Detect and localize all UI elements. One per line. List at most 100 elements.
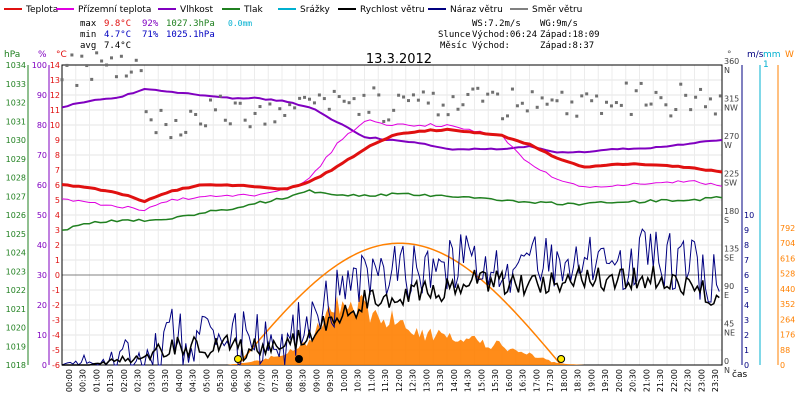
wind-direction-point: [530, 90, 534, 94]
wind-direction-point: [654, 90, 658, 94]
x-tick-label: 19:00: [587, 369, 596, 392]
wind-direction-point: [322, 97, 326, 101]
w-tick-label: 704: [780, 239, 795, 248]
moon-rise: Východ:: [472, 41, 510, 51]
degc-tick-label: -1: [52, 286, 60, 295]
wind-direction-point: [357, 112, 361, 116]
wind-direction-point: [684, 93, 688, 97]
x-tick-label: 08:00: [285, 369, 294, 392]
wind-direction-point: [431, 91, 435, 95]
degc-tick-label: 11: [50, 106, 60, 115]
w-tick-label: 176: [780, 331, 795, 340]
wind-direction-point: [580, 94, 584, 98]
wind-direction-point: [392, 108, 396, 112]
pct-tick-label: 10: [37, 331, 47, 340]
ms-tick-label: 3: [744, 316, 749, 325]
x-tick-label: 14:00: [450, 369, 459, 392]
wind-direction-points: [60, 51, 722, 140]
x-tick-label: 22:00: [670, 369, 679, 392]
wind-direction-point: [679, 82, 683, 86]
wind-direction-point: [273, 120, 277, 124]
stat-max-label: max: [80, 19, 97, 29]
wind-direction-point: [550, 98, 554, 102]
stat-min-press: 1025.1hPa: [166, 30, 215, 40]
degc-tick-label: 12: [50, 91, 60, 100]
wind-direction-point: [629, 112, 633, 116]
solar-theoretical-curve: [237, 242, 561, 366]
unit-pct: %: [38, 50, 47, 60]
wind-direction-point: [60, 78, 64, 82]
stat-max-press: 1027.3hPa: [166, 19, 215, 29]
unit-mm: mm: [763, 50, 781, 60]
unit-hpa: hPa: [4, 50, 20, 60]
degc-tick-label: -2: [52, 301, 60, 310]
hpa-tick-label: 1024: [6, 249, 26, 258]
hpa-tick-label: 1023: [6, 267, 26, 276]
wind-direction-point: [501, 117, 505, 121]
ms-tick-label: 8: [744, 241, 749, 250]
x-tick-label: 04:00: [175, 369, 184, 392]
dir-tick-label: 270: [724, 132, 739, 141]
dir-tick-label: 45: [724, 320, 734, 329]
wind-direction-point: [570, 100, 574, 104]
ms-tick-label: 0: [744, 361, 749, 370]
wind-direction-point: [605, 100, 608, 104]
dir-tick-label: 90: [724, 282, 734, 291]
wind-direction-point: [520, 101, 524, 105]
dir-tick-label: 135: [724, 245, 739, 254]
x-tick-label: 11:30: [381, 369, 390, 392]
degc-tick-label: 2: [55, 241, 60, 250]
unit-degc: °C: [56, 50, 67, 60]
x-tick-label: 10:30: [354, 369, 363, 392]
wind-direction-point: [238, 101, 242, 105]
wind-direction-point: [713, 112, 717, 116]
wind-direction-point: [179, 133, 183, 137]
dir-name-label: SE: [724, 254, 734, 263]
x-tick-label: 13:00: [422, 369, 431, 392]
x-tick-label: 21:30: [656, 369, 665, 392]
wind-direction-point: [278, 107, 282, 111]
wind-direction-point: [352, 97, 356, 101]
wind-direction-point: [80, 54, 84, 58]
hpa-tick-label: 1032: [6, 99, 26, 108]
stat-max-temp: 9.8°C: [104, 19, 131, 29]
wind-direction-point: [164, 123, 168, 127]
wind-direction-point: [510, 87, 514, 91]
mm-top-tick: 1: [763, 60, 769, 70]
x-tick-label: 18:00: [560, 369, 569, 392]
pct-tick-label: 40: [37, 241, 47, 250]
hpa-tick-label: 1019: [6, 342, 26, 351]
wind-speed-info: WS:7.2m/s: [472, 19, 521, 29]
dir-tick-label: 315: [724, 95, 739, 104]
legend-label: Srážky: [300, 5, 331, 15]
wind-direction-point: [708, 97, 712, 101]
wind-direction-point: [253, 111, 257, 115]
ms-tick-label: 9: [744, 226, 749, 235]
wind-direction-point: [421, 90, 425, 94]
wind-direction-point: [619, 103, 623, 107]
sunset-marker: [557, 355, 566, 363]
stat-avg-temp: 7.4°C: [104, 41, 131, 51]
wind-direction-point: [441, 103, 445, 107]
wind-direction-point: [664, 103, 668, 107]
wind-direction-point: [159, 108, 163, 112]
wind-direction-point: [704, 105, 707, 109]
wind-direction-point: [491, 90, 495, 94]
wind-direction-point: [283, 113, 287, 117]
x-tick-label: 20:00: [615, 369, 624, 392]
wind-direction-point: [555, 99, 559, 103]
moonset-marker: [294, 355, 303, 363]
unit-ms: m/s: [747, 50, 764, 60]
wind-direction-point: [70, 53, 74, 57]
wind-direction-point: [471, 87, 475, 91]
pct-tick-label: 60: [37, 181, 47, 190]
degc-tick-label: 0: [55, 271, 60, 280]
wind-direction-point: [288, 103, 292, 107]
wind-direction-point: [446, 113, 450, 117]
wind-direction-point: [565, 112, 569, 116]
chart-title: 13.3.2012: [366, 52, 432, 67]
wind-direction-point: [124, 74, 128, 78]
wind-direction-point: [233, 101, 237, 105]
sunrise-marker: [234, 355, 242, 363]
x-tick-label: 03:00: [147, 369, 156, 392]
